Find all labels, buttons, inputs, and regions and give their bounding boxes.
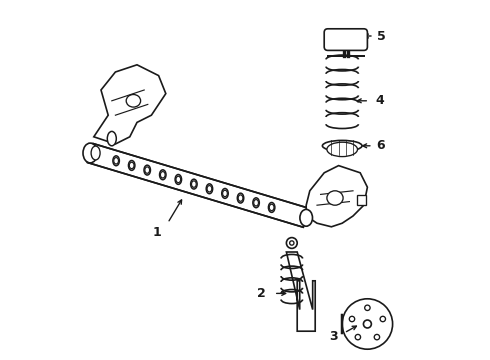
Ellipse shape: [207, 186, 212, 192]
Ellipse shape: [113, 156, 120, 166]
Ellipse shape: [145, 167, 149, 173]
Circle shape: [342, 299, 392, 349]
Bar: [357, 195, 366, 205]
Ellipse shape: [349, 316, 355, 322]
Ellipse shape: [126, 95, 141, 107]
Ellipse shape: [206, 184, 213, 194]
Ellipse shape: [128, 161, 135, 170]
Ellipse shape: [222, 189, 228, 198]
Ellipse shape: [238, 195, 243, 201]
Ellipse shape: [365, 305, 370, 310]
Ellipse shape: [270, 204, 274, 211]
Ellipse shape: [380, 316, 386, 322]
Polygon shape: [286, 252, 315, 331]
Ellipse shape: [114, 158, 119, 164]
Ellipse shape: [364, 320, 371, 328]
Ellipse shape: [160, 170, 166, 180]
Ellipse shape: [300, 210, 313, 226]
Text: 4: 4: [375, 94, 384, 107]
Ellipse shape: [222, 190, 227, 197]
Text: 3: 3: [329, 330, 338, 343]
Ellipse shape: [327, 191, 343, 205]
Ellipse shape: [107, 131, 116, 146]
Polygon shape: [306, 166, 368, 227]
Ellipse shape: [253, 198, 259, 208]
Ellipse shape: [322, 140, 362, 151]
Ellipse shape: [237, 193, 244, 203]
Ellipse shape: [129, 162, 134, 168]
Ellipse shape: [191, 179, 197, 189]
Ellipse shape: [286, 238, 297, 248]
Ellipse shape: [327, 142, 358, 157]
Ellipse shape: [254, 199, 258, 206]
Text: 1: 1: [152, 226, 161, 239]
Ellipse shape: [176, 176, 181, 183]
Ellipse shape: [175, 175, 182, 184]
Polygon shape: [87, 144, 309, 227]
Ellipse shape: [355, 334, 361, 340]
Text: 6: 6: [376, 139, 385, 152]
Ellipse shape: [160, 172, 165, 178]
Ellipse shape: [269, 202, 275, 212]
Ellipse shape: [374, 334, 380, 340]
FancyBboxPatch shape: [324, 29, 368, 50]
Text: 2: 2: [257, 287, 266, 300]
Ellipse shape: [290, 241, 294, 245]
Ellipse shape: [144, 165, 150, 175]
Polygon shape: [94, 65, 166, 144]
Ellipse shape: [91, 146, 100, 160]
Ellipse shape: [192, 181, 196, 187]
Ellipse shape: [83, 143, 98, 163]
Text: 5: 5: [377, 30, 386, 42]
